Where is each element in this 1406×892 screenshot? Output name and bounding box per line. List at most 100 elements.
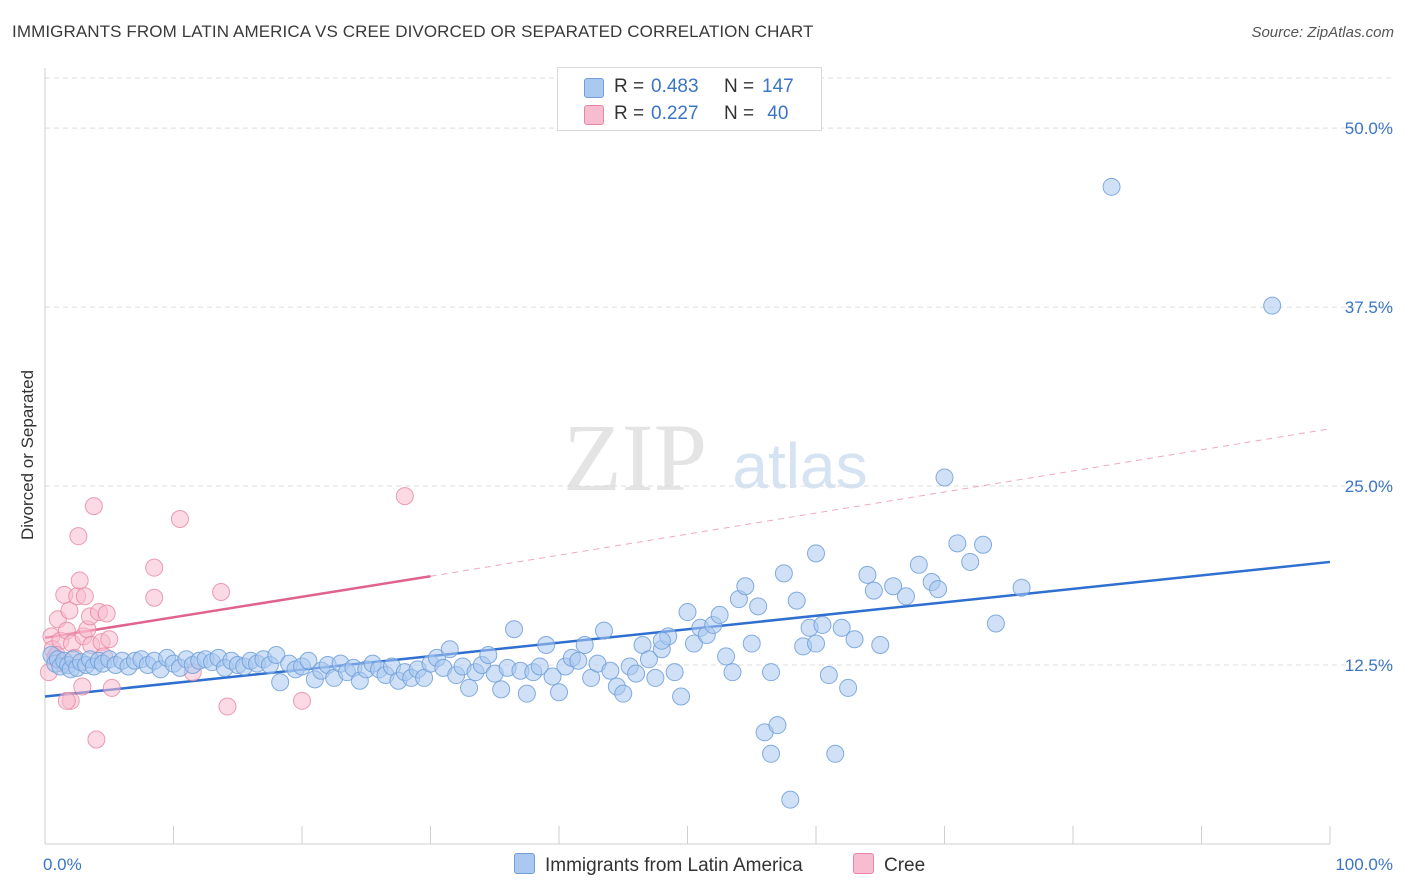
latin-america-point <box>614 684 633 703</box>
cree-point <box>69 527 88 546</box>
latin-america-point <box>781 790 800 809</box>
latin-america-point <box>839 678 858 697</box>
legend-item-latin-america[interactable]: Immigrants from Latin America <box>514 853 803 877</box>
latin-america-point <box>717 647 736 666</box>
latin-america-point <box>986 614 1005 633</box>
cree-point <box>395 487 414 506</box>
chart-title: IMMIGRANTS FROM LATIN AMERICA VS CREE DI… <box>12 22 814 41</box>
cree-point <box>87 730 106 749</box>
latin-america-point <box>550 683 568 702</box>
legend-n-value: 40 <box>762 103 789 124</box>
latin-america-point <box>267 646 286 665</box>
latin-america-point <box>492 680 511 699</box>
latin-america-point <box>787 591 806 610</box>
latin-america-point <box>864 581 883 600</box>
latin-america-point <box>736 577 755 596</box>
latin-america-point <box>627 664 646 683</box>
latin-america-point <box>948 534 967 553</box>
latin-america-point <box>896 587 915 606</box>
axes <box>44 68 1331 845</box>
latin-america-point <box>749 597 768 616</box>
legend-label: Cree <box>884 855 926 876</box>
latin-america-point <box>961 552 980 571</box>
latin-america-point <box>639 650 658 669</box>
legend-label: Immigrants from Latin America <box>545 855 803 876</box>
cree-point <box>145 558 164 577</box>
cree-trend-extrapolated <box>430 428 1331 577</box>
latin-america-point <box>665 663 684 682</box>
latin-america-point <box>1263 296 1282 315</box>
y-axis-label: Divorced or Separated <box>18 370 37 540</box>
cree-point <box>145 588 164 607</box>
latin-america-point <box>594 621 613 640</box>
latin-america-point <box>530 657 549 676</box>
latin-america-point <box>684 634 703 653</box>
latin-america-point <box>652 631 671 650</box>
latin-america-point <box>768 716 787 735</box>
latin-america-point <box>505 620 524 639</box>
latin-america-point <box>819 666 838 685</box>
legend-swatch-blue <box>514 853 535 874</box>
cree-trend <box>44 575 431 640</box>
latin-america-point <box>723 663 742 682</box>
cree-point <box>97 604 116 623</box>
latin-america-point <box>858 565 877 584</box>
latin-america-point <box>601 661 620 680</box>
cree-point <box>218 697 237 716</box>
y-tick-label: 12.5% <box>1345 656 1393 675</box>
cree-point <box>100 630 119 649</box>
watermark-atlas: atlas <box>732 430 867 502</box>
legend-item-cree[interactable]: Cree <box>853 853 925 877</box>
y-tick-label: 37.5% <box>1345 298 1393 317</box>
latin-america-trend <box>44 560 1331 698</box>
cree-point <box>84 497 103 516</box>
latin-america-point <box>807 544 825 563</box>
y-tick-label: 50.0% <box>1345 119 1393 138</box>
cree-point <box>57 691 76 710</box>
legend-n-label: N = <box>724 103 755 124</box>
cree-point <box>102 678 121 697</box>
correlation-legend: R = 0.483 N = 147 R = 0.227 N = 40 <box>557 67 822 131</box>
legend-swatch-pink <box>584 105 604 125</box>
latin-america-point <box>774 564 793 583</box>
latin-america-point <box>807 634 825 653</box>
cree-point <box>73 677 92 696</box>
cree-point <box>70 571 89 590</box>
latin-america-point <box>678 603 697 622</box>
latin-america-point <box>832 618 851 637</box>
cree-point <box>60 601 79 620</box>
latin-america-point <box>271 673 290 692</box>
latin-america-point <box>299 651 318 670</box>
latin-america-point <box>646 668 665 687</box>
legend-swatch-pink <box>853 853 874 874</box>
legend-r-value: 0.227 <box>651 103 699 124</box>
x-tick-label-end: 100.0% <box>1335 855 1393 874</box>
latin-america-point <box>575 635 594 654</box>
latin-america-point <box>537 635 556 654</box>
latin-america-point <box>440 640 459 659</box>
trend-lines <box>44 428 1331 698</box>
latin-america-point <box>672 687 691 706</box>
legend-n-label: N = <box>724 76 755 97</box>
cree-point <box>293 691 311 710</box>
latin-america-point <box>460 678 479 697</box>
latin-america-point <box>762 663 781 682</box>
latin-america-point <box>762 744 781 763</box>
source-label: Source: ZipAtlas.com <box>1251 24 1394 41</box>
latin-america-point <box>871 635 890 654</box>
latin-america-point <box>929 580 948 599</box>
latin-america-point <box>826 744 845 763</box>
latin-america-point <box>845 630 864 649</box>
legend-r-value: 0.483 <box>651 76 699 97</box>
latin-america-point <box>1102 177 1121 196</box>
latin-america-point <box>517 684 536 703</box>
cree-point <box>75 587 94 606</box>
legend-n-value: 147 <box>762 76 794 97</box>
latin-america-point <box>479 646 498 665</box>
latin-america-point <box>974 535 993 554</box>
zipatlas-watermark: ZIP atlas <box>563 404 868 511</box>
series-legend: Immigrants from Latin America Cree <box>0 850 1406 880</box>
latin-america-point <box>1012 578 1031 597</box>
latin-america-point <box>813 615 832 634</box>
